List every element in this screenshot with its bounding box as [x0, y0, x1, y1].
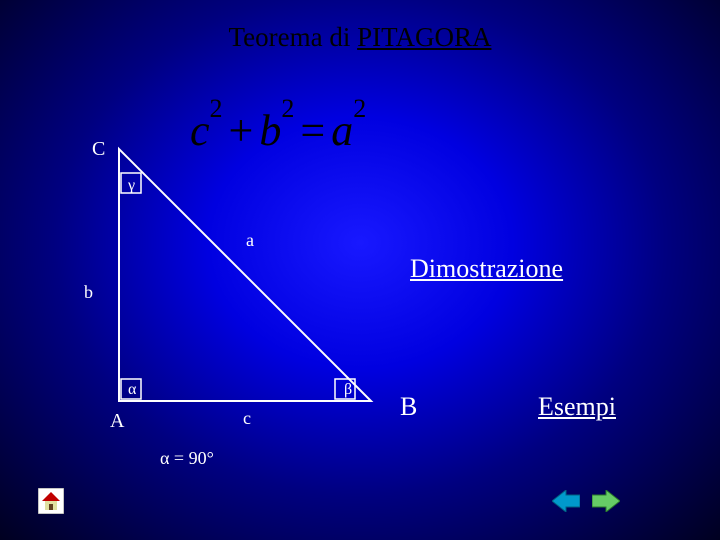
- formula-a-exp: 2: [353, 94, 366, 123]
- label-c: c: [243, 408, 251, 429]
- label-a: a: [246, 230, 254, 251]
- next-arrow-icon[interactable]: [592, 499, 620, 516]
- nav-arrows: [548, 490, 624, 517]
- link-esempi[interactable]: Esempi: [538, 392, 616, 422]
- link-dimostrazione[interactable]: Dimostrazione: [410, 254, 563, 284]
- title-prefix: Teorema di: [229, 22, 358, 52]
- label-alpha: α: [128, 381, 136, 399]
- label-gamma: γ: [128, 177, 135, 195]
- label-b: b: [84, 282, 93, 303]
- label-A: A: [110, 410, 124, 433]
- title-main: PITAGORA: [357, 22, 491, 52]
- label-beta: β: [344, 381, 352, 399]
- label-B: B: [400, 392, 417, 422]
- slide-title: Teorema di PITAGORA: [229, 22, 492, 53]
- triangle-diagram: [105, 135, 385, 415]
- label-C: C: [92, 138, 105, 161]
- triangle-shape: [119, 149, 371, 401]
- alpha-equation: α = 90°: [160, 448, 214, 469]
- formula-c-exp: 2: [210, 94, 223, 123]
- prev-arrow-icon[interactable]: [552, 499, 584, 516]
- home-icon[interactable]: [38, 488, 64, 514]
- formula-b-exp: 2: [281, 94, 294, 123]
